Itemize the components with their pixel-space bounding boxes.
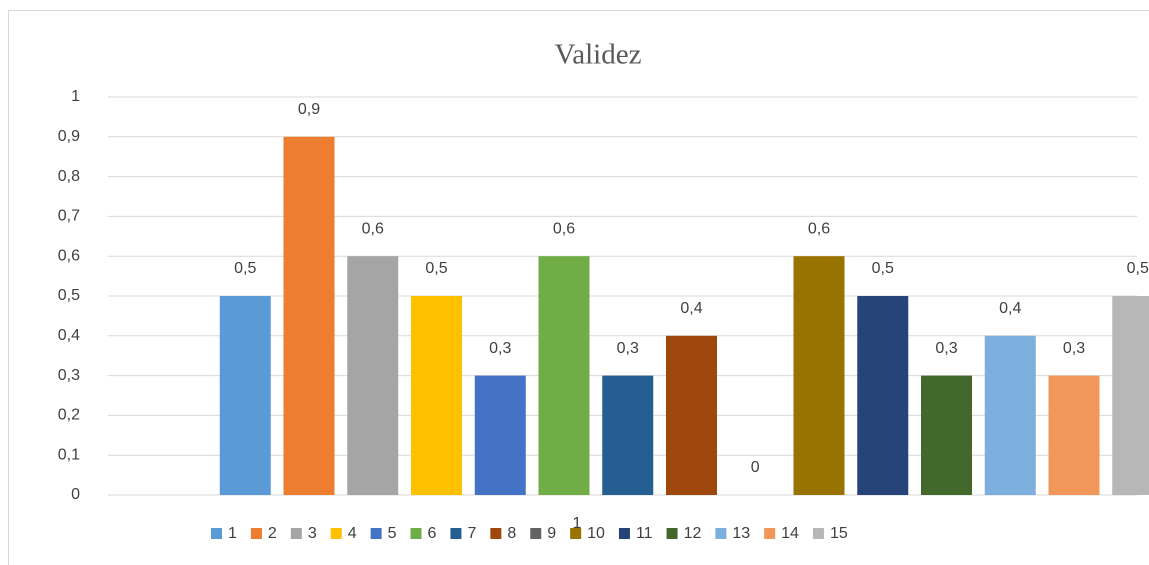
legend-swatch [450, 528, 462, 539]
data-label: 0,5 [234, 260, 256, 277]
data-label: 0,5 [872, 260, 894, 277]
data-label: 0,6 [808, 220, 830, 237]
legend-label: 3 [308, 525, 317, 542]
bar [921, 375, 972, 495]
y-tick-label: 0,4 [58, 327, 80, 344]
data-label: 0,3 [1063, 340, 1085, 357]
bar [793, 256, 845, 495]
legend-swatch [530, 528, 542, 539]
data-label: 0,3 [489, 340, 511, 357]
y-tick-label: 1 [71, 88, 80, 105]
y-tick-label: 0 [71, 486, 80, 503]
data-label: 0 [751, 459, 760, 476]
bar [1112, 296, 1149, 495]
legend-label: 14 [781, 525, 799, 542]
data-label: 0,5 [425, 260, 447, 277]
y-tick-label: 0,6 [58, 247, 80, 264]
y-tick-label: 0,5 [58, 287, 80, 304]
legend-swatch [330, 528, 342, 539]
legend-label: 7 [467, 525, 476, 542]
bar [1048, 375, 1100, 495]
legend-label: 12 [684, 525, 702, 542]
legend-label: 13 [732, 525, 750, 542]
data-label: 0,3 [935, 340, 957, 357]
legend-label: 15 [830, 525, 848, 542]
legend-swatch [211, 528, 222, 539]
data-label: 0,6 [362, 220, 384, 237]
bar [984, 335, 1036, 495]
legend-label: 10 [587, 525, 605, 542]
legend-swatch [250, 528, 262, 539]
bar [666, 335, 717, 495]
legend-label: 2 [268, 525, 277, 542]
legend-label: 11 [636, 525, 653, 542]
legend-swatch [410, 528, 422, 539]
x-tick-label: 1 [573, 515, 582, 532]
y-tick-label: 0,2 [58, 407, 80, 424]
bar [602, 375, 654, 495]
data-label: 0,3 [617, 340, 639, 357]
legend-label: 4 [348, 525, 357, 542]
y-tick-label: 0,3 [58, 367, 80, 384]
data-label: 0,6 [553, 220, 575, 237]
data-label: 0,9 [298, 101, 320, 118]
data-label: 0,4 [680, 300, 702, 317]
legend-swatch [490, 528, 502, 539]
y-tick-label: 0,7 [58, 208, 80, 225]
legend-swatch [370, 528, 382, 539]
bar [347, 256, 399, 495]
legend-label: 1 [228, 525, 237, 542]
legend-label: 5 [388, 525, 397, 542]
chart-title: Validez [555, 39, 642, 71]
bar [283, 136, 335, 496]
y-tick-label: 0,9 [58, 128, 80, 145]
legend-swatch [570, 528, 582, 539]
legend-swatch [290, 528, 302, 539]
bar [857, 296, 909, 495]
y-tick-label: 0,8 [58, 168, 80, 185]
bar [411, 296, 462, 495]
legend-label: 9 [547, 525, 556, 542]
data-label: 0,5 [1127, 260, 1149, 277]
legend-label: 6 [428, 525, 437, 542]
bar [538, 256, 590, 495]
legend-swatch [812, 528, 824, 539]
legend-swatch [715, 528, 727, 539]
legend-swatch [764, 528, 776, 539]
bar [219, 296, 271, 495]
legend-swatch [666, 528, 678, 539]
bar [474, 375, 526, 495]
data-label: 0,4 [999, 300, 1021, 317]
y-tick-label: 0,1 [58, 446, 80, 463]
legend-swatch [618, 528, 630, 539]
legend-label: 8 [507, 525, 516, 542]
